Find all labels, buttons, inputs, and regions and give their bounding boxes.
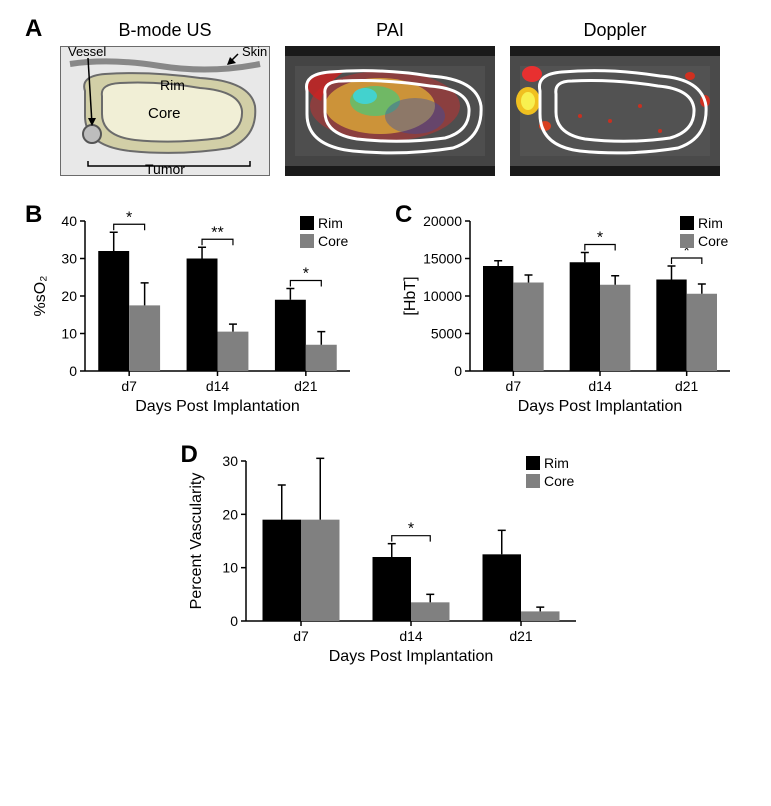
- schematic-core-label: Core: [148, 105, 181, 122]
- chart-d-xtick: d21: [509, 628, 533, 644]
- chart-d-ytick: 10: [222, 560, 238, 576]
- chart-b-ylabel: %sO₂: [32, 276, 49, 317]
- figure-root: A B-mode US: [20, 20, 751, 671]
- chart-b-legend-label: Core: [318, 233, 349, 249]
- panel-b-label: B: [25, 201, 42, 229]
- panel-a-title-0: B-mode US: [60, 20, 270, 41]
- panel-a-doppler: Doppler: [510, 20, 720, 181]
- schematic-skin-label: Skin: [242, 46, 267, 59]
- chart-c-ytick: 0: [454, 363, 462, 379]
- chart-d-xlabel: Days Post Implantation: [328, 648, 493, 665]
- chart-c-xlabel: Days Post Implantation: [518, 398, 683, 415]
- chart-b-sig: *: [126, 209, 132, 226]
- schematic-tumor-label: Tumor: [145, 161, 185, 176]
- chart-b-legend-label: Rim: [318, 215, 343, 231]
- chart-d-bar: [521, 611, 560, 621]
- chart-d-xtick: d14: [399, 628, 423, 644]
- chart-b-sig: *: [303, 266, 309, 283]
- chart-d-svg: 0 10 20 30 d7 d14 d21 * Percent Vascularity Days …: [186, 446, 586, 666]
- chart-c-svg: 05000100001500020000d7d14d21**[HbT]Days …: [400, 206, 740, 416]
- chart-d-xtick: d7: [293, 628, 309, 644]
- chart-d-legend-swatch: [526, 474, 540, 488]
- panel-d: D 0102030d7d14d21*Percent VascularityDay…: [186, 446, 586, 671]
- chart-d-ylabel: Percent Vascularity: [188, 473, 205, 610]
- chart-d-ytick: 0: [230, 613, 238, 629]
- chart-c-ytick: 15000: [423, 251, 462, 267]
- chart-d-bar: [262, 520, 301, 621]
- panel-d-row: D 0102030d7d14d21*Percent VascularityDay…: [20, 446, 751, 671]
- chart-b-ytick: 0: [69, 363, 77, 379]
- chart-b-bar: [275, 300, 306, 371]
- chart-c-sig: *: [597, 230, 603, 247]
- chart-d-bar: [411, 602, 450, 621]
- panel-c: C 05000100001500020000d7d14d21**[HbT]Day…: [400, 206, 740, 421]
- chart-d-legend-label: Core: [544, 473, 575, 489]
- panel-a: A B-mode US: [20, 20, 751, 181]
- chart-c-ylabel: [HbT]: [402, 276, 419, 315]
- chart-b-ytick: 20: [61, 288, 77, 304]
- doppler-image: [510, 46, 720, 176]
- chart-b-xlabel: Days Post Implantation: [135, 398, 300, 415]
- chart-b-bar: [218, 332, 249, 371]
- panel-a-schematic: B-mode US: [60, 20, 270, 181]
- chart-c-legend-swatch: [680, 234, 694, 248]
- chart-c-bar: [600, 285, 630, 371]
- chart-b-ytick: 10: [61, 326, 77, 342]
- chart-b-xtick: d7: [121, 378, 137, 394]
- pai-image: [285, 46, 495, 176]
- panel-a-title-1: PAI: [285, 20, 495, 41]
- panel-c-label: C: [395, 201, 412, 229]
- panel-a-pai: PAI: [285, 20, 495, 181]
- chart-d-bar: [372, 557, 411, 621]
- chart-b-bar: [129, 305, 160, 371]
- chart-d-sig: *: [407, 521, 413, 538]
- chart-b-xtick: d14: [206, 378, 230, 394]
- chart-c-ytick: 20000: [423, 213, 462, 229]
- chart-b-xtick: d21: [294, 378, 318, 394]
- chart-b-legend-swatch: [300, 216, 314, 230]
- chart-d-ytick: 30: [222, 453, 238, 469]
- chart-c-legend-label: Core: [698, 233, 729, 249]
- chart-d-legend-label: Rim: [544, 455, 569, 471]
- schematic-rim-label: Rim: [160, 77, 185, 93]
- chart-b-ytick: 30: [61, 251, 77, 267]
- chart-c-ytick: 10000: [423, 288, 462, 304]
- panel-a-title-2: Doppler: [510, 20, 720, 41]
- chart-c-xtick: d21: [675, 378, 699, 394]
- chart-c-bar: [513, 283, 543, 372]
- schematic-svg: Vessel Skin Rim Core Tumor: [60, 46, 270, 176]
- chart-b-bar: [98, 251, 129, 371]
- chart-c-bar: [656, 280, 686, 372]
- chart-c-ytick: 5000: [431, 326, 462, 342]
- chart-c-bar: [483, 266, 513, 371]
- chart-d-legend-swatch: [526, 456, 540, 470]
- panel-a-label: A: [25, 15, 42, 43]
- chart-c-legend-swatch: [680, 216, 694, 230]
- chart-b-bar: [306, 345, 337, 371]
- chart-d-bar: [301, 520, 340, 621]
- chart-b-svg: 010203040d7d14d21****%sO₂Days Post Impla…: [30, 206, 360, 416]
- chart-c-bar: [687, 294, 717, 371]
- chart-d-bar: [482, 554, 521, 621]
- chart-b-legend-swatch: [300, 234, 314, 248]
- schematic-vessel-label: Vessel: [68, 46, 106, 59]
- row-bc: B 010203040d7d14d21****%sO₂Days Post Imp…: [20, 206, 751, 421]
- chart-c-bar: [570, 262, 600, 371]
- chart-b-sig: **: [211, 224, 223, 241]
- chart-d-ytick: 20: [222, 506, 238, 522]
- chart-c-legend-label: Rim: [698, 215, 723, 231]
- panel-d-label: D: [181, 441, 198, 469]
- panel-b: B 010203040d7d14d21****%sO₂Days Post Imp…: [30, 206, 360, 421]
- chart-b-bar: [187, 259, 218, 372]
- chart-b-ytick: 40: [61, 213, 77, 229]
- chart-c-xtick: d7: [506, 378, 522, 394]
- chart-c-xtick: d14: [588, 378, 612, 394]
